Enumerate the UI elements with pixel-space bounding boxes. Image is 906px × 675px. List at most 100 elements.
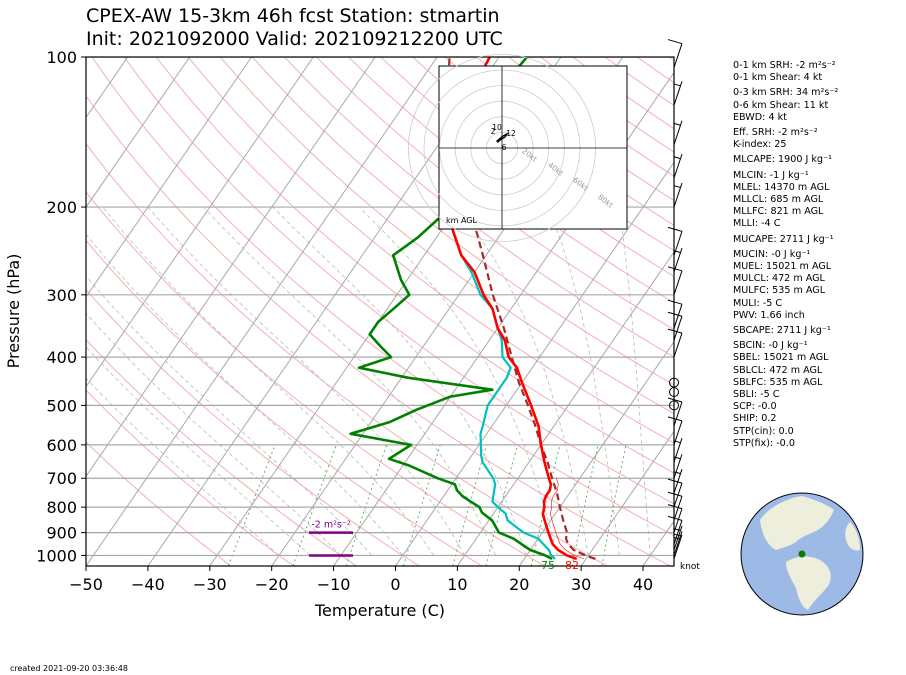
stat-line: SBLI: -5 C: [733, 389, 780, 401]
barb-flag-half: [673, 527, 681, 531]
barb-shaft: [673, 182, 683, 208]
barb-flag-half: [673, 456, 681, 460]
isotherm: [86, 57, 438, 566]
barb-shaft: [673, 231, 683, 256]
barb-shaft: [673, 332, 683, 358]
stat-line: Eff. SRH: -2 m²s⁻²: [733, 127, 818, 139]
wind-barb: [667, 311, 683, 341]
wind-barb: [673, 153, 683, 179]
barb-shaft: [673, 120, 683, 145]
moist-adiabat: [86, 233, 404, 556]
x-tick-label: 30: [571, 575, 591, 594]
isotherm: [86, 57, 191, 209]
wind-barb: [667, 328, 683, 358]
background-lines: [86, 57, 674, 566]
dry-adiabat: [86, 239, 483, 566]
wind-barb: [673, 438, 683, 463]
y-tick-label: 200: [46, 198, 77, 217]
stat-line: SCP: -0.0: [733, 401, 777, 413]
wind-barb: [673, 120, 683, 145]
stat-line: 0-1 km Shear: 4 kt: [733, 72, 823, 84]
stat-line: SBEL: 15021 m AGL: [733, 352, 829, 364]
barb-flag-half: [673, 471, 681, 475]
chart-title: CPEX-AW 15-3km 46h fcst Station: stmarti…: [86, 5, 500, 27]
stat-line: STP(fix): -0.0: [733, 437, 795, 449]
y-tick-label: 700: [46, 469, 77, 488]
axes: 75 82 −50 −40 −30 −20 −10 0 10 20 30 40 100 200 300 400…: [36, 48, 653, 594]
hodograph-height-label: 10: [492, 123, 502, 132]
dry-adiabat: [86, 142, 608, 566]
stat-line: SBCIN: -0 J kg⁻¹: [733, 340, 808, 352]
barb-shaft: [673, 316, 683, 341]
barb-shaft: [673, 81, 683, 106]
dry-adiabat: [187, 57, 674, 444]
x-tick-label: −40: [131, 575, 165, 594]
barb-shaft: [673, 534, 683, 560]
barb-shaft: [673, 420, 683, 446]
stat-line: SHIP: 0.2: [733, 413, 777, 425]
dry-adiabat: [380, 57, 674, 277]
wind-barb: [669, 400, 679, 411]
africa-land: [845, 522, 860, 551]
wind-barb: [667, 491, 683, 521]
stat-line: MLLFC: 821 m AGL: [733, 206, 824, 218]
hodograph-trace: [495, 132, 510, 143]
x-axis-label: Temperature (C): [314, 601, 445, 620]
dry-adiabat: [219, 57, 674, 415]
wind-barb: [669, 377, 679, 388]
stat-line: K-index: 25: [733, 139, 787, 151]
wind-barb: [673, 182, 683, 208]
stats-panel: 0-1 km SRH: -2 m²s⁻² 0-1 km Shear: 4 kt 0-…: [733, 57, 838, 450]
x-tick-label: −30: [193, 575, 227, 594]
stat-line: EBWD: 4 kt: [733, 111, 787, 123]
dry-adiabat: [86, 191, 545, 566]
hodograph-corner-label: km AGL: [446, 216, 478, 225]
barb-flag-half: [673, 250, 681, 253]
moist-adiabat: [547, 206, 620, 556]
wind-barb: [667, 504, 683, 533]
barb-flag-half: [673, 83, 681, 87]
moist-adiabat: [102, 206, 435, 556]
moist-adiabat: [86, 275, 373, 556]
y-tick-label: 100: [46, 48, 77, 67]
isotherm: [518, 340, 674, 566]
barb-shaft: [673, 525, 683, 551]
isotherm: [86, 57, 252, 298]
isotherm: [456, 251, 674, 566]
mixing-ratio-line: [345, 444, 387, 566]
mixing-ratio-line: [485, 444, 519, 566]
barb-flag-full: [667, 299, 683, 305]
surface-temperature-label: 82: [565, 559, 579, 572]
barb-flag-half: [673, 122, 681, 126]
wind-barb: [667, 397, 683, 427]
y-tick-label: 300: [46, 286, 77, 305]
y-tick-label: 600: [46, 436, 77, 455]
barb-shaft: [673, 482, 683, 508]
north-america-land: [760, 496, 834, 550]
mixing-ratio-line: [292, 444, 337, 566]
wind-barb: [673, 469, 683, 494]
calm-wind-circle: [669, 400, 679, 411]
virtual-temperature-line: [549, 478, 585, 560]
stat-line: PWV: 1.66 inch: [733, 309, 805, 321]
stat-line: 0-1 km SRH: -2 m²s⁻²: [733, 60, 836, 71]
stat-line: MULFC: 535 m AGL: [733, 285, 826, 297]
y-tick-label: 1000: [36, 546, 77, 565]
x-tick-label: −20: [255, 575, 289, 594]
barb-shaft: [673, 438, 683, 463]
dry-adiabat: [123, 57, 674, 505]
wind-barbs: [667, 39, 683, 560]
moist-adiabat: [358, 206, 558, 556]
dry-adiabat: [284, 57, 674, 358]
dry-adiabat: [86, 389, 294, 566]
isotherm: [580, 430, 674, 566]
barb-shaft: [673, 520, 683, 545]
hodograph-height-label: 2: [491, 127, 496, 136]
stat-line: 0-6 km Shear: 11 kt: [733, 99, 829, 111]
barb-shaft: [673, 496, 683, 521]
stat-line: MUCIN: -0 J kg⁻¹: [733, 248, 811, 260]
wind-unit-label: knot: [680, 562, 700, 572]
isotherm: [395, 161, 674, 566]
x-tick-label: −10: [317, 575, 351, 594]
